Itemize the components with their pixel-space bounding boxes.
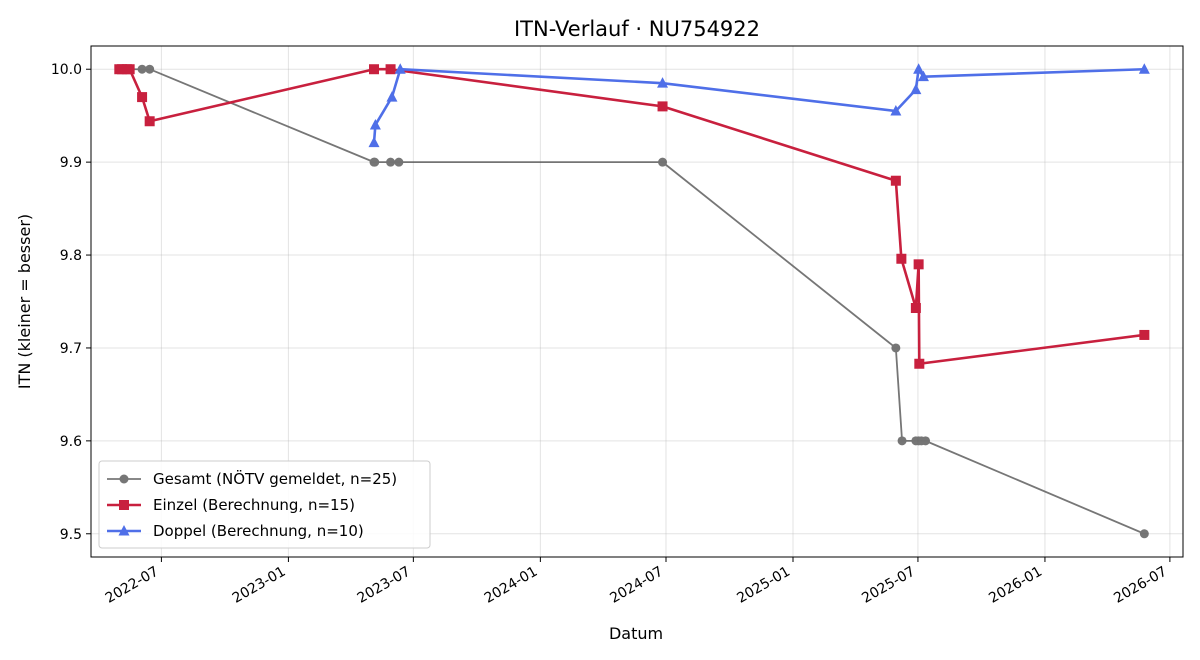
- data-point: [910, 83, 922, 95]
- data-point: [394, 157, 404, 167]
- legend-marker: [118, 525, 130, 536]
- data-point: [144, 116, 155, 127]
- legend-entry: [107, 500, 141, 510]
- legend-box: [98, 460, 431, 549]
- data-point: [890, 175, 901, 186]
- data-point: [1139, 329, 1150, 340]
- series-square: [114, 64, 1150, 369]
- data-point: [657, 77, 669, 88]
- data-point: [369, 64, 380, 75]
- legend-label: Doppel (Berechnung, n=10): [153, 522, 364, 540]
- legend-label: Gesamt (NÖTV gemeldet, n=25): [153, 469, 397, 488]
- legend-entry: [107, 525, 141, 536]
- y-tick-label: 9.8: [60, 248, 82, 264]
- data-point: [910, 303, 921, 314]
- data-point: [137, 64, 147, 74]
- data-point: [1138, 63, 1150, 74]
- series-triangle: [368, 63, 1150, 148]
- data-point: [913, 63, 925, 74]
- legend-label: Einzel (Berechnung, n=15): [153, 496, 355, 514]
- data-point: [386, 91, 398, 102]
- plot-frame: [90, 45, 1184, 558]
- legend-marker: [119, 500, 129, 510]
- data-point: [369, 118, 381, 130]
- data-point: [385, 64, 396, 75]
- y-tick-label: 9.9: [60, 155, 82, 171]
- data-point: [1139, 529, 1149, 539]
- data-point: [658, 157, 668, 167]
- series-layer: [114, 63, 1150, 539]
- data-point: [896, 253, 907, 264]
- y-tick-label: 9.6: [60, 434, 82, 450]
- chart-title: ITN-Verlauf · NU754922: [514, 17, 760, 41]
- legend-entry: [107, 474, 141, 484]
- data-point: [394, 63, 406, 74]
- data-point: [137, 92, 148, 103]
- y-axis-label: ITN (kleiner = besser): [15, 214, 34, 389]
- grid: [91, 46, 1183, 557]
- data-point: [145, 64, 155, 74]
- data-point: [368, 136, 380, 148]
- data-point: [917, 70, 929, 82]
- data-point: [386, 157, 396, 167]
- data-point: [914, 358, 925, 369]
- data-point: [921, 436, 931, 446]
- y-tick-label: 9.7: [60, 341, 82, 357]
- y-tick-label: 9.5: [60, 527, 82, 543]
- data-point: [891, 343, 901, 353]
- data-point: [124, 64, 135, 75]
- data-point: [657, 101, 668, 112]
- data-point: [897, 436, 907, 446]
- y-tick-label: 10.0: [51, 62, 82, 78]
- data-point: [913, 259, 924, 270]
- data-point: [890, 105, 902, 116]
- x-axis-label: Datum: [609, 624, 663, 643]
- legend: Gesamt (NÖTV gemeldet, n=25) Einzel (Bere…: [98, 460, 431, 549]
- data-point: [370, 157, 380, 167]
- legend-marker: [119, 474, 129, 484]
